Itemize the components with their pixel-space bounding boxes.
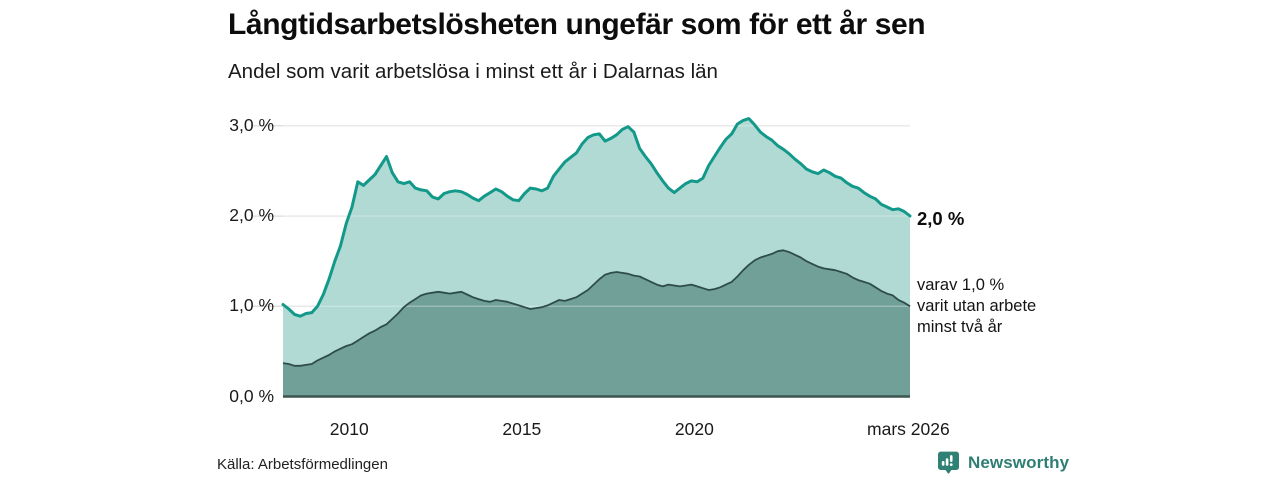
- y-axis-label-3: 3,0 %: [229, 114, 274, 135]
- x-axis-label-mars-2026: mars 2026: [867, 419, 950, 439]
- y-axis-label-1: 1,0 %: [229, 295, 274, 316]
- x-axis-label-2015: 2015: [502, 419, 542, 439]
- newsworthy-logo: Newsworthy: [936, 450, 1069, 476]
- two-year-area: [283, 250, 910, 397]
- total-series-end-value-label: 2,0 %: [917, 208, 965, 229]
- two-year-annotation-line-3: minst två år: [917, 318, 1003, 336]
- y-axis-label-0: 0,0 %: [229, 385, 274, 406]
- two-year-annotation-line-1: varav 1,0 %: [917, 276, 1005, 294]
- y-axis-label-2: 2,0 %: [229, 205, 274, 226]
- x-axis-label-2010: 2010: [329, 419, 369, 439]
- two-year-annotation-line-2: varit utan arbete: [917, 297, 1037, 315]
- total-line: [281, 117, 912, 318]
- newsworthy-logo-icon: [936, 450, 961, 476]
- newsworthy-logo-text: Newsworthy: [968, 453, 1070, 472]
- page-subtitle: Andel som varit arbetslösa i minst ett å…: [228, 60, 718, 83]
- two-year-line: [282, 249, 911, 367]
- source-note: Källa: Arbetsförmedlingen: [217, 456, 388, 473]
- page-title: Långtidsarbetslösheten ungefär som för e…: [228, 8, 926, 41]
- two-year-series-annotation: varav 1,0 % varit utan arbete minst två …: [917, 275, 1036, 338]
- x-axis-label-2020: 2020: [674, 419, 714, 439]
